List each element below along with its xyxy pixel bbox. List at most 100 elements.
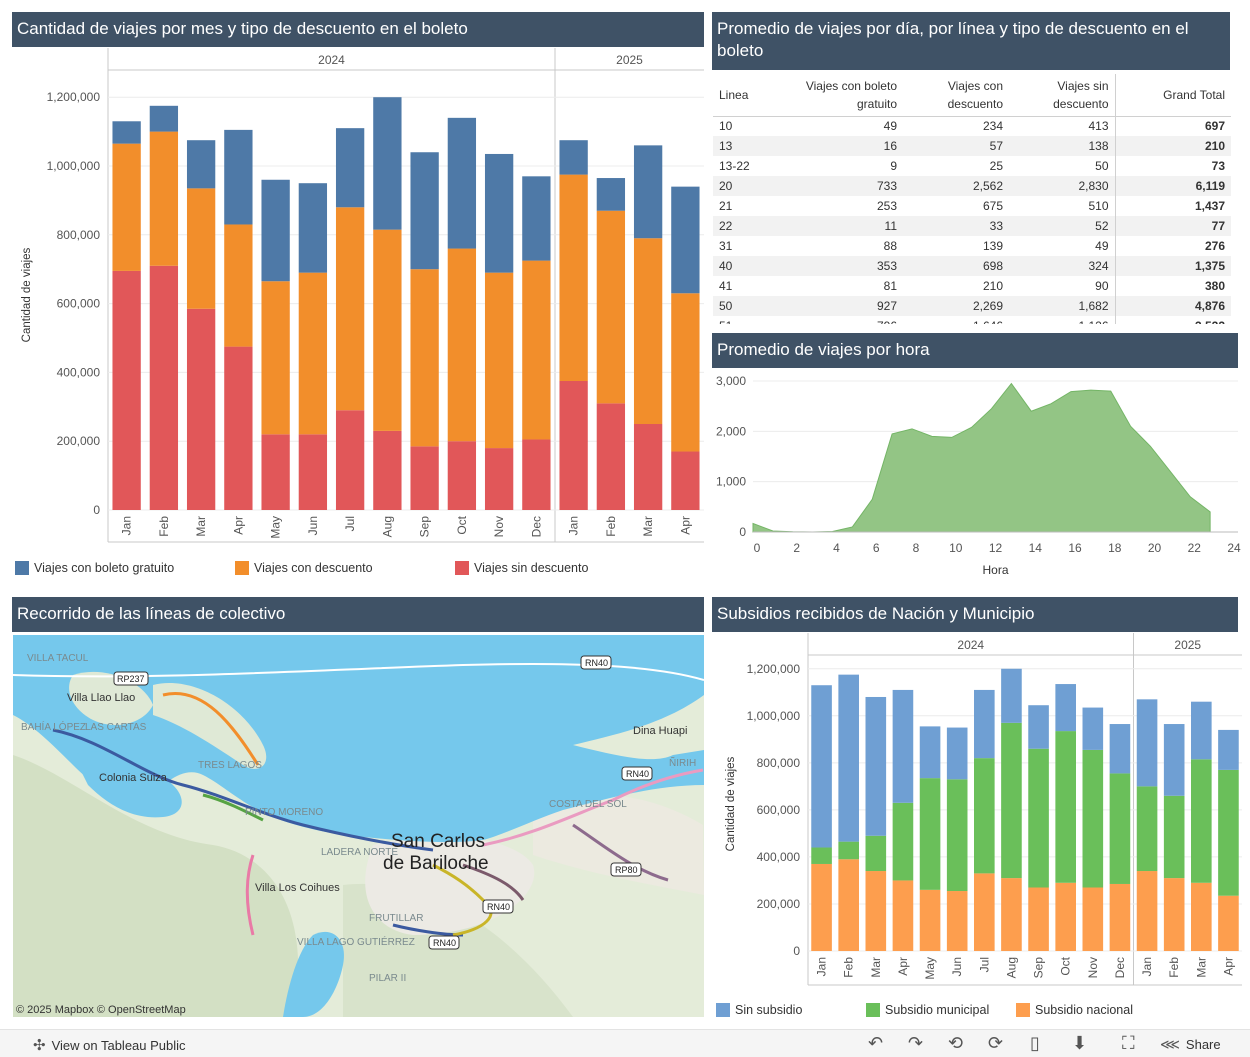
col-header-linea[interactable]: Linea [713,74,785,117]
table-cell: 16 [785,136,903,156]
x-tick-label: 4 [833,541,840,555]
revert-icon[interactable]: ⟲ [948,1033,964,1053]
x-tick-label: May [269,516,283,539]
fullscreen-icon[interactable]: ⛶ [1122,1033,1135,1053]
trips-by-month-chart[interactable]: 2024 2025 0 200,000 400,000 600,000 800,000 1,0… [12,48,704,548]
table-row[interactable]: 13-22 9 25 50 73 [713,156,1231,176]
bus-routes-map[interactable]: VILLA TACUL Villa Llao Llao BAHÍA LÓPEZ … [13,635,704,1017]
pause-icon[interactable]: ▯ [1030,1033,1040,1053]
x-tick-label: Mar [1194,957,1208,978]
bar-segment [261,281,290,435]
route-line [202,793,264,822]
table-row[interactable]: 20 733 2,562 2,830 6,119 [713,176,1231,196]
x-tick-label: Dec [1113,957,1127,978]
legend-item-con-descuento[interactable]: Viajes con descuento [235,561,373,575]
table-row[interactable]: 10 49 234 413 697 [713,116,1231,136]
table-row[interactable]: 21 253 675 510 1,437 [713,196,1231,216]
group-header-label: 2025 [616,53,643,67]
col-header-grand-total[interactable]: Grand Total [1114,74,1231,117]
x-tick-label: 10 [949,541,963,555]
undo-icon[interactable]: ↶ [868,1033,884,1053]
table-row[interactable]: 40 353 698 324 1,375 [713,256,1231,276]
y-tick-label: 3,000 [716,374,746,388]
map-label: VILLA TACUL [27,653,89,664]
table-row[interactable]: 31 88 139 49 276 [713,236,1231,256]
bar-segment [671,186,700,294]
bar-segment [224,346,253,510]
x-tick-label: Sep [1032,957,1046,979]
bar-segment [1082,749,1104,888]
table-row[interactable]: 22 11 33 52 77 [713,216,1231,236]
route-line [462,863,525,901]
col-header-gratuito[interactable]: Viajes con boleto gratuito [785,74,903,117]
bar-segment [1082,707,1104,750]
redo-icon[interactable]: ↷ [908,1033,924,1053]
x-tick-label: 2 [793,541,800,555]
map-canvas[interactable]: VILLA TACUL Villa Llao Llao BAHÍA LÓPEZ … [13,635,704,1017]
map-label: de Bariloche [383,853,489,874]
x-tick-label: 0 [754,541,761,555]
y-tick-label: 200,000 [757,897,801,911]
y-tick-label: 1,200,000 [47,90,101,104]
bar-segment [1136,786,1158,872]
table-row[interactable]: 50 927 2,269 1,682 4,876 [713,296,1231,316]
refresh-icon[interactable]: ⟳ [988,1033,1004,1053]
x-tick-label: Apr [678,516,692,535]
y-tick-label: 600,000 [757,803,801,817]
tableau-footer: ✣ View on Tableau Public ↶ ↷ ⟲ ⟳ ▯ ⬇ ⛶ ⋘… [0,1029,1250,1057]
table-cell: 796 [785,316,903,324]
download-icon[interactable]: ⬇ [1072,1033,1088,1053]
bar-segment [298,434,328,510]
x-tick-label: Feb [1167,957,1181,978]
bar-segment [298,183,328,273]
table-cell: 697 [1114,116,1231,136]
legend-item-boleto-gratuito[interactable]: Viajes con boleto gratuito [15,561,174,575]
table-cell: 3,522 [1114,316,1231,324]
table-cell: 13-22 [719,159,750,173]
legend-item-subsidio-municipal[interactable]: Subsidio municipal [866,1003,989,1017]
table-cell: 49 [1095,239,1109,253]
col-header-sin-descuento[interactable]: Viajes sin descuento [1009,74,1115,117]
table-cell: 380 [1114,276,1231,296]
table-cell: 25 [989,159,1003,173]
bar-segment [484,153,514,273]
x-tick-label: Feb [157,516,171,537]
legend-item-sin-descuento[interactable]: Viajes sin descuento [455,561,588,575]
bar-segment [1136,699,1158,787]
bar-segment [1218,895,1239,951]
bar-segment [811,863,832,951]
share-button[interactable]: ⋘ Share [1160,1036,1221,1053]
table-cell: 73 [1114,156,1231,176]
avg-trips-table[interactable]: Linea Viajes con boleto gratuito Viajes … [713,74,1231,324]
x-tick-label: 12 [989,541,1003,555]
table-cell: 927 [785,296,903,316]
x-tick-label: Nov [492,516,506,537]
x-tick-label: Apr [896,957,910,976]
subsidies-chart[interactable]: 2024 2025 0 200,000 400,000 600,000 800,000 1,0… [712,633,1242,993]
table-cell: 33 [903,216,1009,236]
col-header-con-descuento[interactable]: Viajes con descuento [903,74,1009,117]
legend-swatch [235,561,249,575]
map-label: ÑIRIH [669,756,696,769]
bar-segment [974,689,995,759]
x-tick-label: Jul [343,516,357,531]
legend-item-subsidio-nacional[interactable]: Subsidio nacional [1016,1003,1133,1017]
bar-segment [865,835,887,872]
x-tick-label: 6 [873,541,880,555]
y-tick-label: 400,000 [757,850,801,864]
bar-segment [1191,882,1212,951]
bar-segment [112,270,141,510]
bar-segment [261,434,290,510]
view-on-tableau-link[interactable]: ✣ View on Tableau Public [33,1036,186,1054]
bar-segment [1218,769,1239,896]
x-tick-label: May [923,957,937,980]
x-tick-label: Oct [455,515,469,534]
table-row[interactable]: 517961,6461,1263,522 [713,316,1231,324]
legend-item-sin-subsidio[interactable]: Sin subsidio [716,1003,802,1017]
table-row[interactable]: 41 81 210 90 380 [713,276,1231,296]
table-row[interactable]: 13 16 57 138 210 [713,136,1231,156]
x-tick-label: Aug [380,516,394,537]
bar-segment [335,207,365,411]
legend-swatch [1016,1003,1030,1017]
